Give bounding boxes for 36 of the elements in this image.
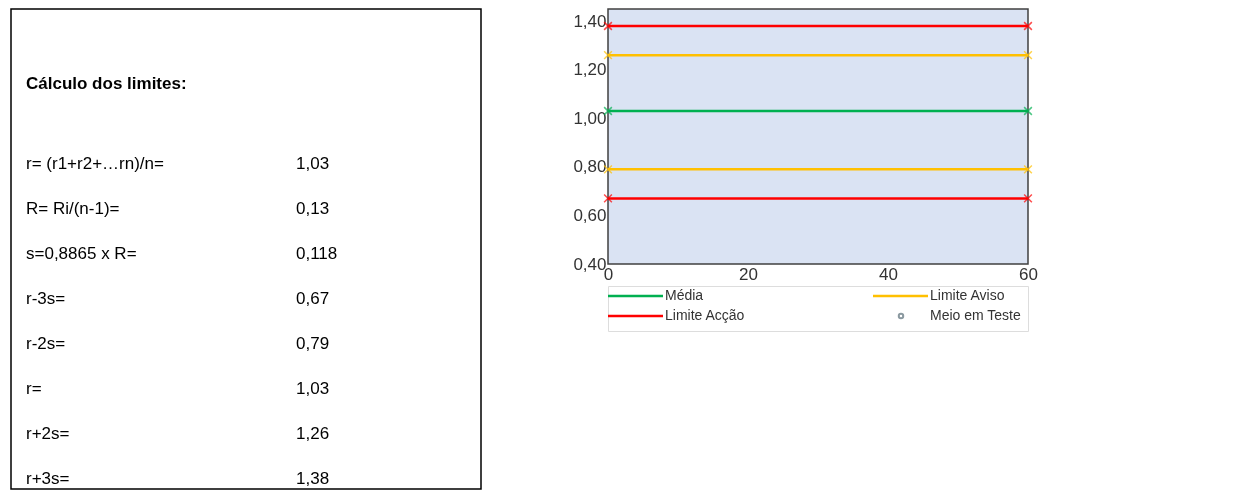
legend-label: Meio em Teste [930,307,1021,323]
point [1023,193,1033,204]
y-tick-label: 1,40 [573,11,607,31]
y-tick-label: 1,00 [573,108,607,128]
x-tick-label: 60 [1019,264,1038,284]
y-tick-label: 1,20 [573,60,607,80]
point [1023,106,1033,116]
text: 1,03 [296,379,330,398]
text: 1,03 [296,154,330,173]
text: 1,26 [296,424,330,443]
point [1023,21,1033,31]
text: 0,67 [296,289,330,308]
text: r= [26,379,42,398]
legend-label: Limite Acção [665,307,745,323]
x-tick-label: 20 [739,264,758,284]
text: 0,79 [296,334,330,353]
text: s=0,8865 x R= [26,244,137,263]
y-tick-label: 0,60 [573,205,607,225]
point [1023,164,1033,174]
text: r-3s= [26,289,66,308]
text: 1,38 [296,469,330,488]
point [603,193,613,204]
text: 0,13 [296,199,330,218]
legend-label: Limite Aviso [930,287,1005,303]
y-tick-label: 0,80 [573,157,607,177]
text: r-2s= [26,334,66,353]
text: r+2s= [26,424,70,443]
text: r+3s= [26,469,70,488]
text: Cálculo dos limites: [26,74,187,93]
text: r= (r1+r2+…rn)/n= [26,154,165,173]
text: R= Ri/(n-1)= [26,199,120,218]
point [603,50,613,60]
point [1023,50,1033,60]
text: 0,118 [296,244,338,263]
x-tick-label: 40 [879,264,898,284]
legend-label: Média [665,287,704,303]
